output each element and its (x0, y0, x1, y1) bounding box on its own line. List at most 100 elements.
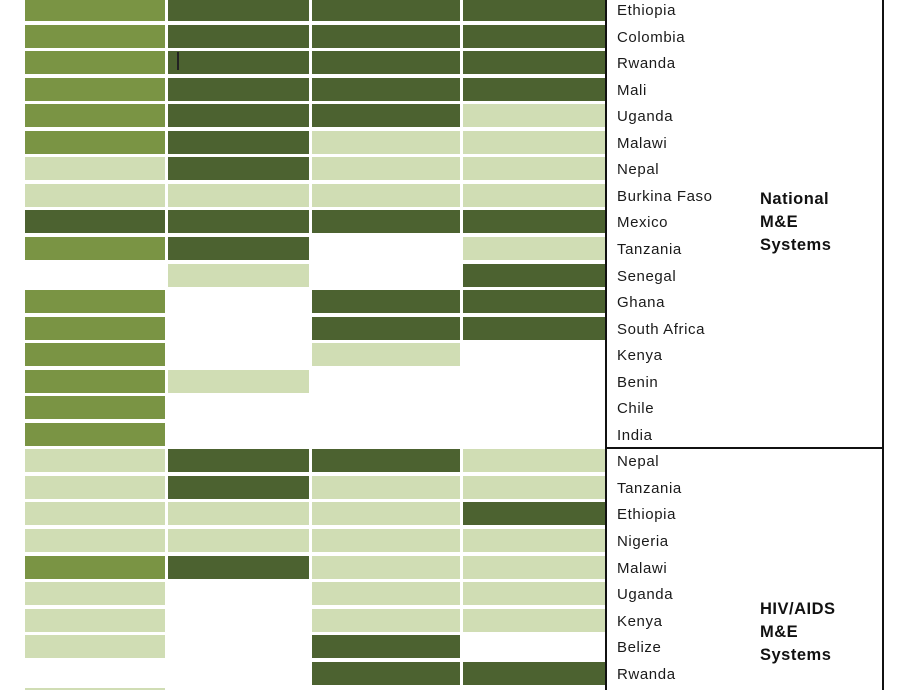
heatmap-cell (463, 369, 606, 393)
heatmap-cell (463, 422, 606, 446)
heatmap-cell (312, 130, 460, 154)
heatmap-cell (25, 608, 165, 632)
heatmap-cell (25, 555, 165, 579)
heatmap-cell (168, 422, 309, 446)
heatmap-cell (312, 582, 460, 606)
heatmap-cell (25, 157, 165, 181)
heatmap-cell (463, 635, 606, 659)
group-divider-line (605, 447, 884, 449)
heatmap-cell (312, 396, 460, 420)
heatmap-cell (168, 529, 309, 552)
heatmap-cell (312, 236, 460, 260)
heatmap-cell (25, 316, 165, 340)
country-label: Uganda (617, 108, 674, 126)
heatmap-cell (312, 0, 460, 21)
heatmap-cell (312, 502, 460, 526)
heatmap-cell (25, 24, 165, 48)
heatmap-cell (312, 343, 460, 367)
country-label: Burkina Faso (617, 187, 713, 205)
heatmap-cell (463, 555, 606, 579)
heatmap-cell (168, 77, 309, 101)
heatmap-cell (168, 236, 309, 260)
text-cursor (177, 52, 179, 70)
country-label: Ethiopia (617, 506, 677, 524)
heatmap-cell (168, 582, 309, 606)
heatmap-cell (312, 263, 460, 287)
heatmap-cell (312, 183, 460, 207)
country-label: Malawi (617, 134, 668, 152)
heatmap-cell (312, 290, 460, 314)
group-label-line: National (760, 190, 830, 208)
heatmap-cell (463, 608, 606, 632)
heatmap-cell (25, 263, 165, 287)
country-label: Ghana (617, 294, 666, 312)
heatmap-cell (312, 475, 460, 499)
heatmap-cell (25, 236, 165, 260)
heatmap-cell (463, 343, 606, 367)
heatmap-cell (312, 555, 460, 579)
heatmap-cell (25, 369, 165, 393)
heatmap-cell (168, 104, 309, 128)
heatmap-cell (312, 77, 460, 101)
heatmap-cell (168, 24, 309, 48)
heatmap-cell (312, 369, 460, 393)
heatmap-cell (168, 263, 309, 287)
heatmap-cell (168, 316, 309, 340)
heatmap-cell (168, 343, 309, 367)
group-label-line: M&E (760, 213, 799, 231)
heatmap-cell (25, 688, 165, 690)
heatmap-cell (463, 51, 606, 75)
heatmap-cell (463, 661, 606, 685)
country-label: Tanzania (617, 479, 682, 497)
heatmap-cell (312, 422, 460, 446)
heatmap-cell (25, 0, 165, 21)
heatmap-cell (25, 210, 165, 234)
country-label: Kenya (617, 347, 663, 365)
heatmap-cell (168, 157, 309, 181)
heatmap-cell (25, 475, 165, 499)
heatmap-cell (463, 130, 606, 154)
heatmap-cell (463, 529, 606, 552)
heatmap-cell (312, 51, 460, 75)
group-label-line: Systems (760, 236, 832, 254)
country-label: Nepal (617, 453, 660, 471)
country-label: Mexico (617, 214, 669, 232)
heatmap-cell (463, 77, 606, 101)
heatmap-cell (25, 661, 165, 685)
group-label-line: M&E (760, 623, 799, 641)
heatmap-cell (168, 0, 309, 21)
heatmap-cell (25, 130, 165, 154)
heatmap-cell (463, 210, 606, 234)
country-label: Nigeria (617, 533, 669, 550)
heatmap-cell (25, 77, 165, 101)
heatmap-cell (463, 236, 606, 260)
country-label: Tanzania (617, 240, 682, 258)
heatmap-cell (168, 555, 309, 579)
heatmap-cell (168, 475, 309, 499)
heatmap-cell (168, 130, 309, 154)
heatmap-cell (25, 51, 165, 75)
heatmap-cell (463, 104, 606, 128)
heatmap-cell (312, 316, 460, 340)
heatmap-cell (168, 635, 309, 659)
heatmap-cell (25, 343, 165, 367)
heatmap-cell (463, 157, 606, 181)
country-label: Colombia (617, 28, 686, 46)
heatmap-cell (25, 529, 165, 552)
heatmap-cell (463, 290, 606, 314)
heatmap-cell (463, 0, 606, 21)
heatmap-cell (25, 449, 165, 473)
heatmap-cell (312, 104, 460, 128)
heatmap-cell (168, 183, 309, 207)
country-label: Belize (617, 639, 662, 657)
frame-right-line (882, 0, 884, 690)
heatmap-cell (168, 608, 309, 632)
heatmap-cell (25, 635, 165, 659)
heatmap-cell (168, 661, 309, 685)
heatmap-cell (25, 502, 165, 526)
heatmap-cell (312, 157, 460, 181)
heatmap-cell (168, 51, 309, 75)
heatmap-cell (25, 290, 165, 314)
country-label: Uganda (617, 586, 674, 604)
heatmap-cell (168, 210, 309, 234)
